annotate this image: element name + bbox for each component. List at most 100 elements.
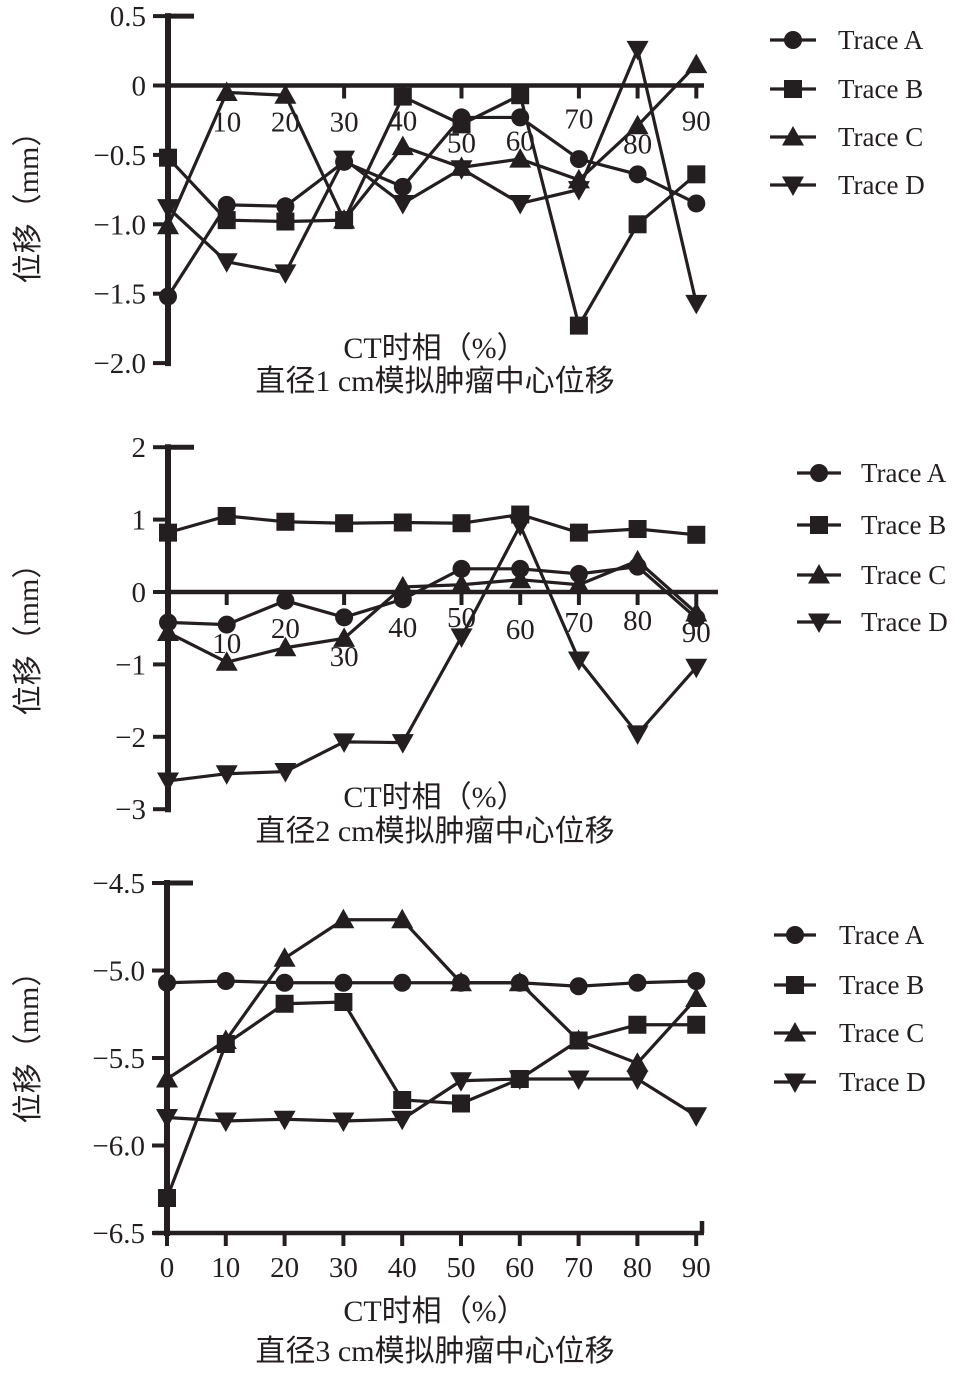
square-marker-icon [159,148,177,167]
y-axis-label: 位移（mm） [12,549,45,716]
y-tick-label: −5.0 [92,956,145,988]
legend-item-trace-d: Trace D [770,170,925,200]
triangle-up-marker-icon [567,573,590,594]
triangle-down-marker-icon [333,150,356,171]
triangle-down-marker-icon [333,733,356,753]
triangle-down-marker-icon [215,765,238,785]
y-tick-label: 0 [132,577,147,609]
circle-marker-icon [569,150,588,169]
legend-label: Trace A [839,920,925,950]
circle-marker-icon [511,108,530,127]
triangle-down-marker-icon [450,160,473,180]
triangle-down-marker-icon [626,725,649,745]
x-tick-label: 90 [682,1252,711,1284]
x-tick-label: 80 [623,1252,652,1284]
square-marker-icon [335,514,354,533]
triangle-up-marker-icon [214,1029,237,1049]
square-marker-icon [452,115,471,134]
series-line-trace-a [166,979,697,988]
legend-label: Trace D [861,607,948,637]
triangle-down-marker-icon [450,628,473,648]
square-marker-icon [217,506,236,525]
circle-marker-icon [393,177,412,196]
triangle-down-marker-icon [626,1070,649,1090]
circle-marker-icon [569,977,588,996]
legend-label: Trace D [838,170,925,200]
legend-label: Trace C [861,560,946,590]
circle-marker-icon [275,973,294,992]
triangle-up-marker-icon [567,1029,590,1049]
circle-marker-icon [276,591,295,610]
square-marker-icon [452,1094,470,1113]
x-tick-label: 70 [564,1252,593,1284]
triangle-down-marker-icon [156,1109,178,1129]
circle-marker-icon [276,197,295,216]
triangle-down-marker-icon [685,658,708,679]
x-tick-label: 40 [388,612,417,644]
triangle-down-marker-icon [273,1110,296,1131]
x-tick-label: 0 [160,1252,175,1284]
triangle-up-marker-icon [157,214,179,235]
x-tick-label: 70 [564,607,593,639]
legend-triangle-up-icon [784,1022,806,1042]
circle-marker-icon [216,972,235,990]
y-tick-label: −1.5 [93,279,146,311]
series-line-trace-d [166,1077,698,1123]
y-tick-label: −1 [115,649,146,681]
circle-marker-icon [393,973,412,992]
legend: Trace A Trace B Trace C Trace D [797,458,948,637]
triangle-down-marker-icon [274,264,297,284]
legend-circle-icon [784,31,802,49]
triangle-up-marker-icon [626,549,649,570]
square-marker-icon [393,87,412,106]
series-line-trace-c [166,918,698,1081]
triangle-up-marker-icon [273,947,296,967]
triangle-down-marker-icon [214,1112,237,1132]
x-tick-label: 80 [623,605,652,637]
circle-marker-icon [217,615,236,634]
circle-marker-icon [334,973,353,992]
triangle-up-marker-icon [274,84,297,104]
y-tick-label: −0.5 [93,140,146,172]
legend-label: Trace C [839,1018,924,1048]
legend-item-trace-b: Trace B [770,74,923,104]
x-tick-label: 20 [271,107,300,139]
legend-item-trace-d: Trace D [797,607,948,637]
triangle-up-marker-icon [685,987,708,1007]
square-marker-icon [158,1189,176,1207]
legend-circle-icon [786,926,804,944]
square-marker-icon [687,525,706,544]
series-line-trace-c [166,63,698,227]
triangle-down-marker-icon [215,253,238,273]
square-marker-icon [452,514,471,533]
legend-item-trace-b: Trace B [797,510,946,540]
triangle-up-marker-icon [391,908,414,929]
triangle-down-marker-icon [157,199,179,219]
square-marker-icon [628,215,647,234]
x-tick-label: 20 [270,1252,299,1284]
square-marker-icon [687,1015,706,1034]
square-marker-icon [275,994,294,1013]
series-line-trace-c [167,559,698,664]
circle-marker-icon [687,194,706,213]
y-tick-label: −2.0 [93,348,146,380]
circle-marker-icon [158,973,176,992]
triangle-down-marker-icon [685,294,708,315]
triangle-up-marker-icon [509,568,532,589]
x-tick-label: 40 [388,1252,417,1284]
series-line-trace-a [167,564,698,627]
triangle-up-marker-icon [332,908,355,929]
x-axis-label: CT时相（%） [343,332,526,365]
x-tick-label: 50 [447,1252,476,1284]
square-marker-icon [628,520,647,539]
triangle-down-marker-icon [332,1112,355,1132]
legend-label: Trace C [838,122,923,152]
square-marker-icon [393,1091,412,1109]
square-marker-icon [687,165,706,184]
legend-triangle-down-icon [808,613,830,633]
square-marker-icon [276,212,295,231]
y-tick-label: −3 [115,794,146,826]
circle-marker-icon [217,195,236,214]
series-line-trace-d [166,44,698,304]
